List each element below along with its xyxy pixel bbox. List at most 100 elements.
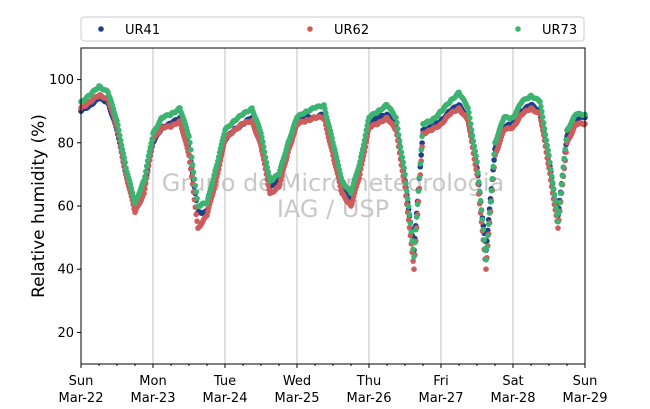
data-point-fill: [478, 207, 485, 213]
data-point-fill: [264, 164, 271, 171]
data-point-fill: [547, 159, 553, 166]
y-tick-label: 100: [49, 73, 74, 88]
data-point-fill: [334, 158, 341, 165]
data-point-fill: [149, 136, 155, 142]
data-point-fill: [467, 115, 473, 121]
data-point-fill: [544, 142, 550, 149]
data-point-fill: [417, 160, 424, 167]
x-tick-day: Thu: [356, 374, 381, 389]
x-tick-date: Mar-23: [131, 391, 176, 406]
data-point-fill: [557, 190, 564, 197]
data-point-fill: [476, 188, 483, 195]
data-point-fill: [404, 188, 410, 194]
data-point: [411, 266, 417, 273]
y-tick-label: 20: [57, 326, 74, 341]
x-tick-date: Mar-29: [563, 391, 608, 406]
data-point-fill: [542, 131, 549, 138]
data-point-fill: [143, 163, 150, 169]
x-tick-day: Sat: [502, 374, 523, 389]
data-point-fill: [561, 155, 568, 162]
data-point-fill: [553, 204, 559, 211]
x-tick-date: Mar-25: [275, 391, 320, 406]
data-point: [465, 105, 471, 111]
data-point-fill: [398, 149, 405, 155]
data-point-fill: [418, 147, 425, 153]
data-point-fill: [418, 152, 425, 158]
data-point-fill: [466, 109, 472, 116]
data-point: [186, 133, 192, 140]
x-tick-day: Tue: [213, 374, 236, 389]
data-point-fill: [259, 134, 265, 141]
data-point-fill: [551, 191, 558, 198]
data-point-fill: [412, 239, 418, 246]
data-point-fill: [362, 132, 369, 139]
data-point-fill: [549, 179, 556, 186]
data-point-fill: [335, 162, 342, 169]
data-point-fill: [477, 197, 484, 204]
data-point-fill: [400, 159, 407, 166]
data-point-fill: [480, 226, 487, 233]
data-point-fill: [557, 199, 563, 206]
data-point-fill: [194, 218, 200, 225]
data-point-fill: [548, 166, 554, 173]
data-point-fill: [115, 122, 121, 128]
data-point-fill: [396, 138, 403, 144]
y-tick-label: 60: [57, 200, 74, 215]
data-point-fill: [361, 137, 368, 144]
data-point-fill: [552, 198, 559, 204]
watermark: Grupo de Micrometeorologia IAG / USP: [162, 169, 504, 223]
data-point-fill: [215, 158, 221, 165]
data-point-fill: [188, 146, 194, 153]
data-point-fill: [486, 210, 493, 216]
x-tick-date: Mar-26: [347, 391, 392, 406]
data-point-fill: [560, 164, 567, 171]
data-point-fill: [193, 211, 199, 218]
data-point-fill: [410, 258, 416, 264]
data-point-fill: [419, 140, 425, 146]
data-point-fill: [143, 168, 149, 175]
data-point-fill: [473, 153, 479, 159]
data-point-fill: [475, 169, 481, 176]
y-axis-label: Relative humidity (%): [29, 114, 49, 298]
data-point-fill: [364, 122, 371, 129]
data-point-fill: [470, 138, 477, 144]
x-axis-ticks: Sun Mar-22 Mon Mar-23 Tue Mar-24 Wed Mar-25 Thu M…: [59, 364, 608, 406]
data-point-fill: [481, 237, 488, 243]
x-tick-day: Wed: [283, 374, 311, 389]
legend-marker-ur62: [307, 26, 313, 32]
data-point-fill: [410, 246, 416, 253]
data-point: [393, 114, 399, 121]
data-point-fill: [415, 188, 422, 194]
y-tick-label: 40: [57, 263, 74, 278]
data-point-fill: [193, 189, 199, 195]
data-point-fill: [543, 137, 550, 144]
data-point-fill: [261, 149, 268, 155]
data-point-fill: [120, 150, 127, 157]
legend-frame: [80, 16, 585, 42]
data-point-fill: [262, 154, 269, 161]
data-point: [411, 253, 417, 260]
data-point-fill: [122, 159, 128, 166]
data-point: [474, 158, 480, 165]
data-point-fill: [404, 195, 411, 202]
x-tick-day: Sun: [69, 374, 94, 389]
data-points: [78, 83, 588, 273]
data-point-fill: [562, 146, 568, 153]
data-point-fill: [548, 173, 555, 180]
data-point-fill: [142, 173, 148, 180]
data-point-fill: [469, 132, 476, 139]
data-point-fill: [490, 163, 497, 170]
data-point-fill: [116, 127, 122, 134]
data-point: [555, 219, 561, 225]
data-point-fill: [188, 154, 195, 161]
data-point-fill: [545, 147, 551, 154]
x-tick-day: Sun: [573, 374, 598, 389]
vertical-gridlines: [152, 48, 514, 364]
legend-marker-ur73: [515, 26, 521, 32]
data-point-fill: [558, 181, 565, 188]
data-point: [483, 256, 489, 263]
data-point-fill: [406, 224, 413, 231]
data-point: [483, 266, 489, 273]
data-point-fill: [556, 209, 562, 216]
data-point-fill: [550, 185, 557, 192]
